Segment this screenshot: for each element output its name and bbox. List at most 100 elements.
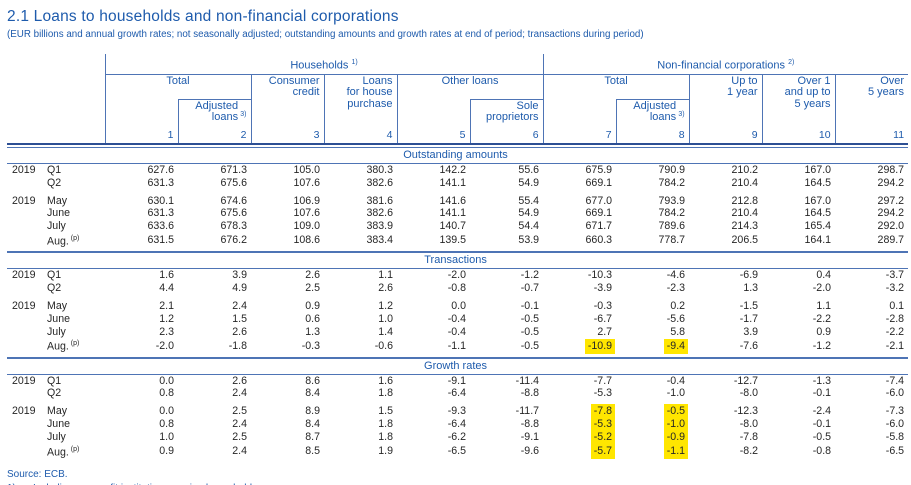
value-cell: -0.5 (520, 339, 540, 352)
value-cell: 674.6 (220, 194, 247, 207)
value-cell: 1.4 (378, 325, 393, 338)
value-cell: 2.3 (159, 325, 174, 338)
col-number: 8 (615, 129, 690, 145)
value-cell: 1.5 (232, 312, 247, 325)
table-row: Q2 631.3 675.6 107.6 382.6 141.1 54.9 669.1 784.… (7, 177, 908, 190)
col-header-house-purchase: Loans for house purchase (323, 74, 397, 129)
table-row: 2019 Q1 0.0 2.6 8.6 1.6 -9.1 -11.4 -7.7 -0.4 -12.7… (7, 374, 908, 387)
row-period: May (47, 194, 68, 207)
value-cell: -6.7 (593, 312, 613, 325)
value-cell: -0.6 (374, 339, 393, 352)
value-cell: 107.6 (293, 207, 320, 220)
value-cell: 678.3 (220, 220, 247, 233)
highlight: -5.2 (590, 429, 616, 445)
row-period: Q1 (47, 269, 62, 282)
highlight: -1.1 (663, 443, 689, 459)
row-period: June (47, 207, 70, 220)
value-cell: 210.4 (731, 176, 759, 189)
value-cell: -6.5 (885, 444, 905, 457)
table-row: July 633.6 678.3 109.0 383.9 140.7 54.4 671.7 78… (7, 220, 908, 233)
value-cell: -2.8 (885, 312, 905, 325)
row-year: 2019 (12, 194, 36, 207)
value-cell: 164.1 (804, 234, 832, 247)
value-cell: -6.0 (885, 418, 905, 431)
value-cell: 105.0 (293, 164, 320, 176)
value-cell: -5.3 (593, 387, 613, 400)
value-cell: -9.6 (520, 444, 540, 457)
footnote-number: 1) (7, 483, 33, 485)
col-number: 3 (250, 129, 324, 145)
value-cell: -0.8 (447, 282, 466, 295)
value-cell: -0.4 (447, 312, 466, 325)
row-label: 2019 Q1 (7, 164, 105, 177)
value-cell: -8.0 (739, 418, 759, 431)
value-cell: 669.1 (585, 207, 613, 220)
value-cell: -9.1 (520, 430, 540, 443)
row-period: May (47, 405, 68, 418)
table-row: Q2 4.4 4.9 2.5 2.6 -0.8 -0.7 -3.9 -2.3 1.3 -2.0 -3.… (7, 282, 908, 295)
value-cell: -0.1 (520, 299, 540, 312)
value-cell: 54.9 (518, 207, 540, 220)
row-period: Q1 (47, 164, 62, 176)
value-cell: 0.0 (451, 299, 466, 312)
value-cell: -0.1 (812, 418, 832, 431)
value-cell: -4.6 (666, 269, 686, 282)
value-cell: -7.3 (885, 405, 905, 418)
row-label: Q2 (7, 387, 105, 400)
value-cell: 141.1 (439, 207, 466, 220)
row-period: Aug. (47, 235, 69, 248)
value-cell: 2.5 (305, 282, 320, 295)
value-cell: -8.8 (520, 418, 540, 431)
value-cell: -0.5 (520, 312, 540, 325)
section-band-row: Growth rates (7, 356, 909, 375)
value-cell: -2.0 (155, 339, 174, 352)
value-cell: 4.4 (159, 282, 174, 295)
value-cell: -7.7 (593, 374, 613, 387)
value-cell: -0.5 (616, 404, 689, 420)
value-cell: -1.5 (739, 299, 759, 312)
section-title: Outstanding amounts (7, 147, 909, 164)
loans-table: Households 1) Non-financial corporations… (7, 54, 909, 459)
value-cell: 1.9 (378, 444, 393, 457)
row-period: July (47, 430, 66, 443)
group-header-households: Households 1) (105, 54, 544, 75)
provisional-marker: (p) (68, 234, 80, 242)
value-cell: 206.5 (731, 234, 759, 247)
value-cell: 1.2 (378, 299, 393, 312)
col-number: 7 (542, 129, 617, 145)
section-band-row: Transactions (7, 251, 909, 270)
table-row: Q2 0.8 2.4 8.4 1.8 -6.4 -8.8 -5.3 -1.0 -8.0 -0.1 -6… (7, 387, 908, 400)
value-cell: 0.8 (159, 387, 174, 400)
table-row: July 2.3 2.6 1.3 1.4 -0.4 -0.5 2.7 5.8 3.9 0.9 -2.2 (7, 326, 908, 339)
row-label-column-header (7, 54, 106, 145)
value-cell: 675.9 (585, 164, 613, 176)
value-cell: 2.5 (232, 405, 247, 418)
page-subtitle: (EUR billions and annual growth rates; n… (7, 29, 644, 40)
value-cell: 8.5 (305, 444, 320, 457)
col-header-hh-adjusted-loans: Adjusted loans 3) (177, 98, 251, 129)
value-cell: -3.7 (885, 269, 905, 282)
col-header-nfc-adjusted-loans: Adjusted loans 3) (615, 98, 690, 129)
value-cell: 289.7 (877, 234, 905, 247)
value-cell: 8.7 (305, 430, 320, 443)
row-label: Q2 (7, 177, 105, 190)
value-cell: 630.1 (147, 194, 174, 207)
value-cell: 1.2 (159, 312, 174, 325)
value-cell: 4.9 (232, 282, 247, 295)
row-label: Aug. (p) (7, 338, 105, 353)
value-cell: 107.6 (293, 176, 320, 189)
value-cell: 671.3 (220, 164, 247, 176)
value-cell: 2.1 (159, 299, 174, 312)
value-cell: 2.4 (232, 418, 247, 431)
col-header-over-1-to-5-years: Over 1 and up to 5 years (761, 74, 836, 129)
highlight: -0.9 (663, 429, 689, 445)
row-label: Q2 (7, 282, 105, 295)
value-cell: -0.9 (616, 429, 689, 445)
value-cell: 677.0 (585, 194, 613, 207)
value-cell: -5.3 (543, 417, 616, 433)
col-number: 10 (761, 129, 836, 145)
row-label: June (7, 313, 105, 326)
col-header-over-5-years: Over 5 years (834, 74, 909, 129)
value-cell: -7.6 (739, 339, 759, 352)
row-period: Aug. (47, 446, 69, 459)
